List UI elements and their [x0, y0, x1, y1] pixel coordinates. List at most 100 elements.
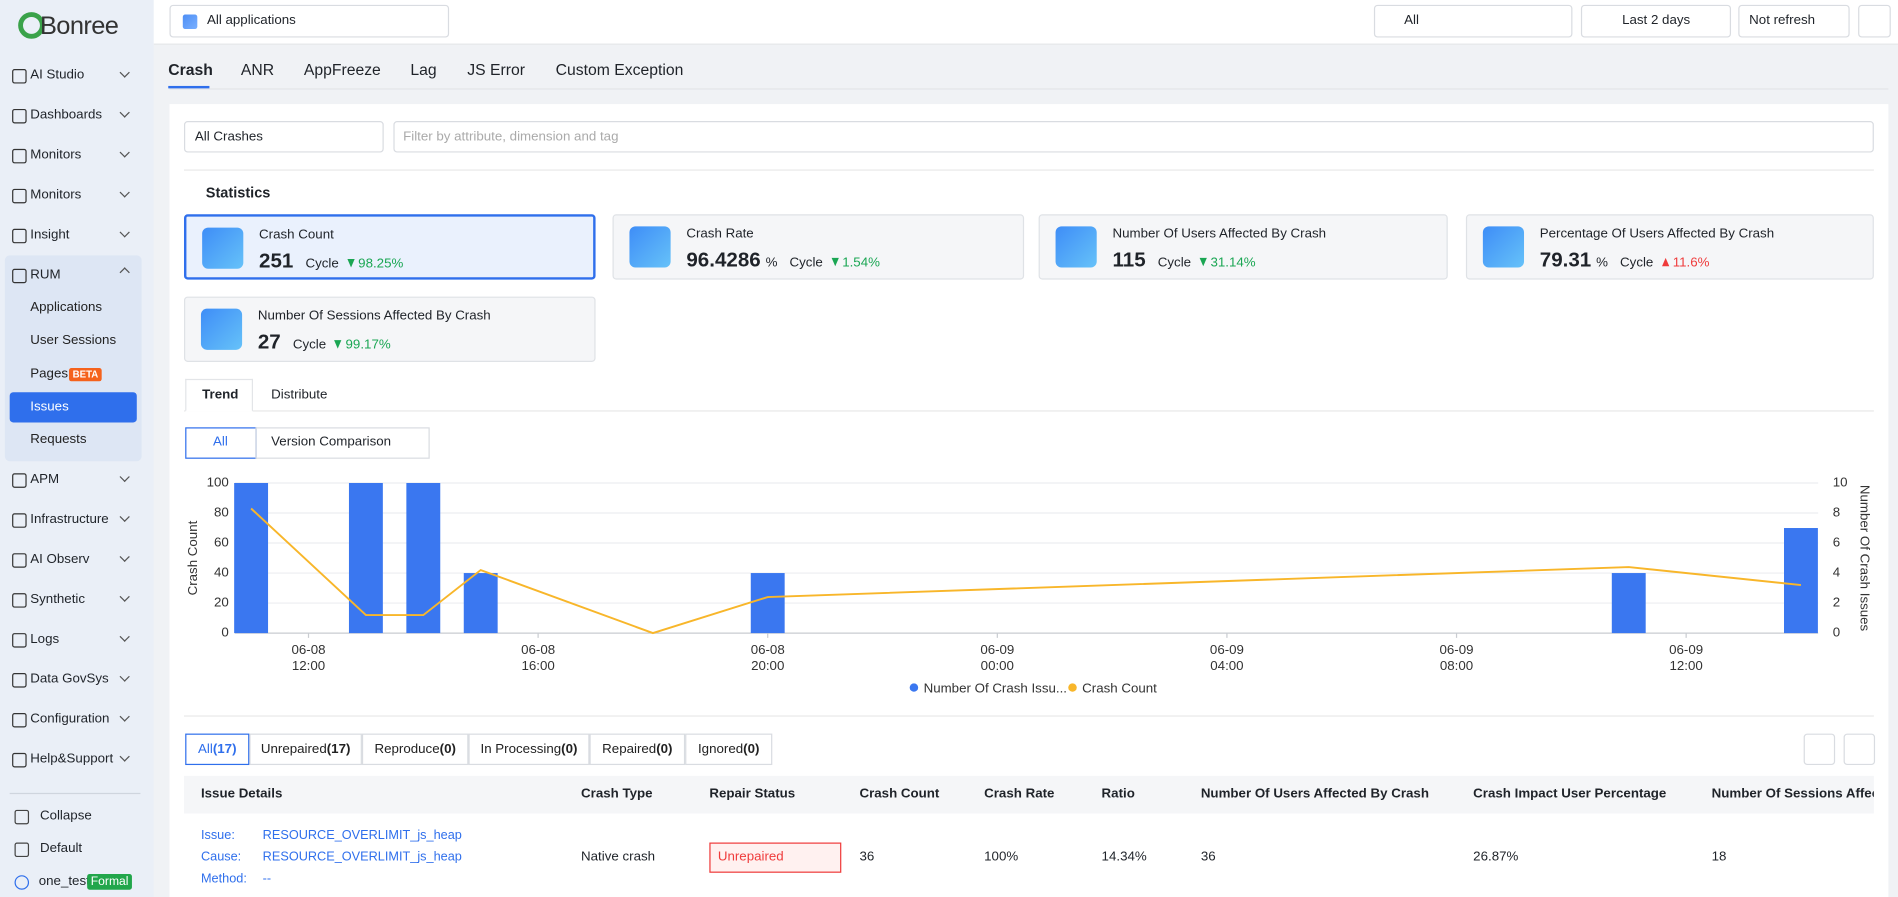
tab[interactable]: ANR — [240, 60, 275, 79]
issue-filter[interactable]: Repaired (0) — [589, 733, 686, 766]
menu-item[interactable]: Data GovSys — [30, 671, 109, 687]
legend-marker — [909, 683, 919, 692]
menu-item[interactable]: Logs — [30, 631, 60, 647]
stat-row: 96.4286% Cycle 1.54% — [686, 248, 880, 272]
stat-label: Percentage Of Users Affected By Crash — [1539, 226, 1775, 241]
menu-item[interactable]: RUM — [30, 267, 61, 283]
env-select[interactable]: All — [1373, 4, 1573, 38]
x-tick-label: 06-09 00:00 — [980, 642, 1014, 673]
issue-filter[interactable]: All (17) — [185, 733, 250, 766]
stat-card[interactable]: Number Of Users Affected By Crash 115 Cycl… — [1038, 214, 1448, 280]
range-select[interactable]: Last 2 days — [1580, 4, 1732, 38]
issue-field-label: Method: — [200, 871, 247, 887]
issue-filter[interactable]: Unrepaired (17) — [249, 733, 362, 766]
submenu-item[interactable]: Pages — [30, 366, 69, 382]
tab[interactable]: AppFreeze — [303, 60, 381, 79]
tab[interactable]: Lag — [410, 60, 437, 79]
tab[interactable]: Custom Exception — [555, 60, 684, 79]
menu-item[interactable]: Dashboards — [30, 107, 103, 123]
y2-tick-label: 6 — [1833, 535, 1840, 550]
menu-selected — [9, 392, 137, 423]
y2-tick-label: 8 — [1833, 505, 1840, 520]
submenu-item[interactable]: Issues — [30, 399, 69, 414]
y-tick-label: 20 — [214, 595, 229, 610]
menu-item[interactable]: Configuration — [30, 711, 110, 727]
legend-marker — [1068, 683, 1077, 692]
menu-item[interactable]: Synthetic — [30, 591, 86, 607]
footer-icon — [14, 875, 30, 890]
issue-filter-count: (17) — [326, 742, 351, 757]
footer-item[interactable]: Collapse — [39, 808, 92, 824]
menu-icon — [12, 553, 27, 568]
stat-change: 98.25% — [358, 256, 404, 272]
columns-button[interactable] — [1803, 733, 1836, 766]
submenu-item[interactable]: Applications — [30, 300, 103, 315]
stat-row: 27 Cycle 99.17% — [258, 330, 391, 354]
menu-item[interactable]: Help&Support — [30, 751, 114, 767]
legend-label: Crash Count — [1082, 680, 1157, 695]
divider — [183, 169, 1874, 171]
submenu-item[interactable]: Requests — [30, 432, 87, 447]
stat-row: 251 Cycle 98.25% — [259, 249, 403, 273]
legend-label: Number Of Crash Issu... — [924, 680, 1067, 695]
download-button[interactable] — [1843, 733, 1876, 766]
sidebar-divider — [9, 792, 141, 795]
stat-change: 1.54% — [842, 255, 880, 270]
stat-icon — [1055, 226, 1097, 268]
badge: BETA — [68, 367, 102, 382]
stat-card[interactable]: Percentage Of Users Affected By Crash 79.… — [1465, 214, 1874, 280]
menu-item[interactable]: Monitors — [30, 147, 82, 163]
refresh-button[interactable] — [1858, 4, 1891, 38]
status-select[interactable] — [709, 842, 842, 873]
trend-tab[interactable]: Trend — [202, 387, 239, 402]
issue-filter[interactable]: In Processing (0) — [468, 733, 590, 766]
issue-field-label: Cause: — [200, 849, 242, 865]
env-text: All — [1404, 13, 1419, 28]
crash-select[interactable]: All Crashes — [183, 121, 384, 153]
filter-input[interactable]: Filter by attribute, dimension and tag — [393, 121, 1874, 153]
stat-cycle: Cycle — [1157, 255, 1192, 270]
footer-item[interactable]: Default — [39, 841, 83, 856]
menu-item[interactable]: Insight — [30, 227, 70, 243]
stat-icon — [200, 308, 243, 350]
view-select[interactable] — [255, 427, 430, 459]
stat-card[interactable]: Crash Rate 96.4286% Cycle 1.54% — [612, 214, 1025, 280]
x-tick-label: 06-09 04:00 — [1210, 642, 1244, 673]
crash-select-text: All Crashes — [194, 129, 263, 145]
x-tick-label: 06-08 20:00 — [751, 642, 785, 673]
menu-item[interactable]: Monitors — [30, 187, 82, 203]
trend-tab[interactable]: Distribute — [271, 387, 328, 402]
menu-icon — [12, 712, 27, 728]
tab[interactable]: Crash — [168, 60, 213, 79]
menu-item[interactable]: AI Studio — [30, 67, 85, 83]
tab[interactable]: JS Error — [467, 60, 525, 79]
app-select[interactable]: All applications — [169, 4, 450, 38]
y-tick-label: 0 — [221, 625, 228, 640]
menu-item[interactable]: AI Observ — [30, 551, 90, 567]
menu-icon — [12, 473, 27, 488]
issue-field-value[interactable]: RESOURCE_OVERLIMIT_js_heap — [262, 827, 462, 843]
issue-filter[interactable]: Reproduce (0) — [361, 733, 469, 766]
footer-item[interactable]: one_test — [38, 873, 90, 889]
issue-filter-count: (0) — [561, 742, 578, 757]
issue-field-value[interactable]: -- — [262, 871, 272, 887]
menu-item[interactable]: APM — [30, 472, 60, 487]
stat-card[interactable]: Crash Count 251 Cycle 98.25% — [183, 214, 596, 280]
user-badge: Formal — [87, 873, 133, 890]
issue-filter-count: (0) — [439, 742, 456, 757]
submenu-item[interactable]: User Sessions — [30, 332, 117, 348]
menu-icon — [12, 108, 27, 124]
table-header — [183, 775, 1874, 814]
menu-item[interactable]: Infrastructure — [30, 512, 109, 527]
filter-placeholder: Filter by attribute, dimension and tag — [403, 129, 619, 145]
table-header-cell: Crash Count — [859, 786, 940, 802]
issue-filter[interactable]: Ignored (0) — [685, 733, 773, 766]
stat-card[interactable]: Number Of Sessions Affected By Crash 27 Cy… — [183, 296, 596, 362]
issue-field-value[interactable]: RESOURCE_OVERLIMIT_js_heap — [262, 849, 462, 865]
footer-icon — [14, 842, 30, 858]
issue-filter-count: (0) — [743, 742, 760, 757]
refresh-select[interactable]: Not refresh — [1738, 4, 1850, 38]
menu-icon — [12, 593, 27, 608]
stat-value: 79.31 — [1539, 248, 1592, 272]
